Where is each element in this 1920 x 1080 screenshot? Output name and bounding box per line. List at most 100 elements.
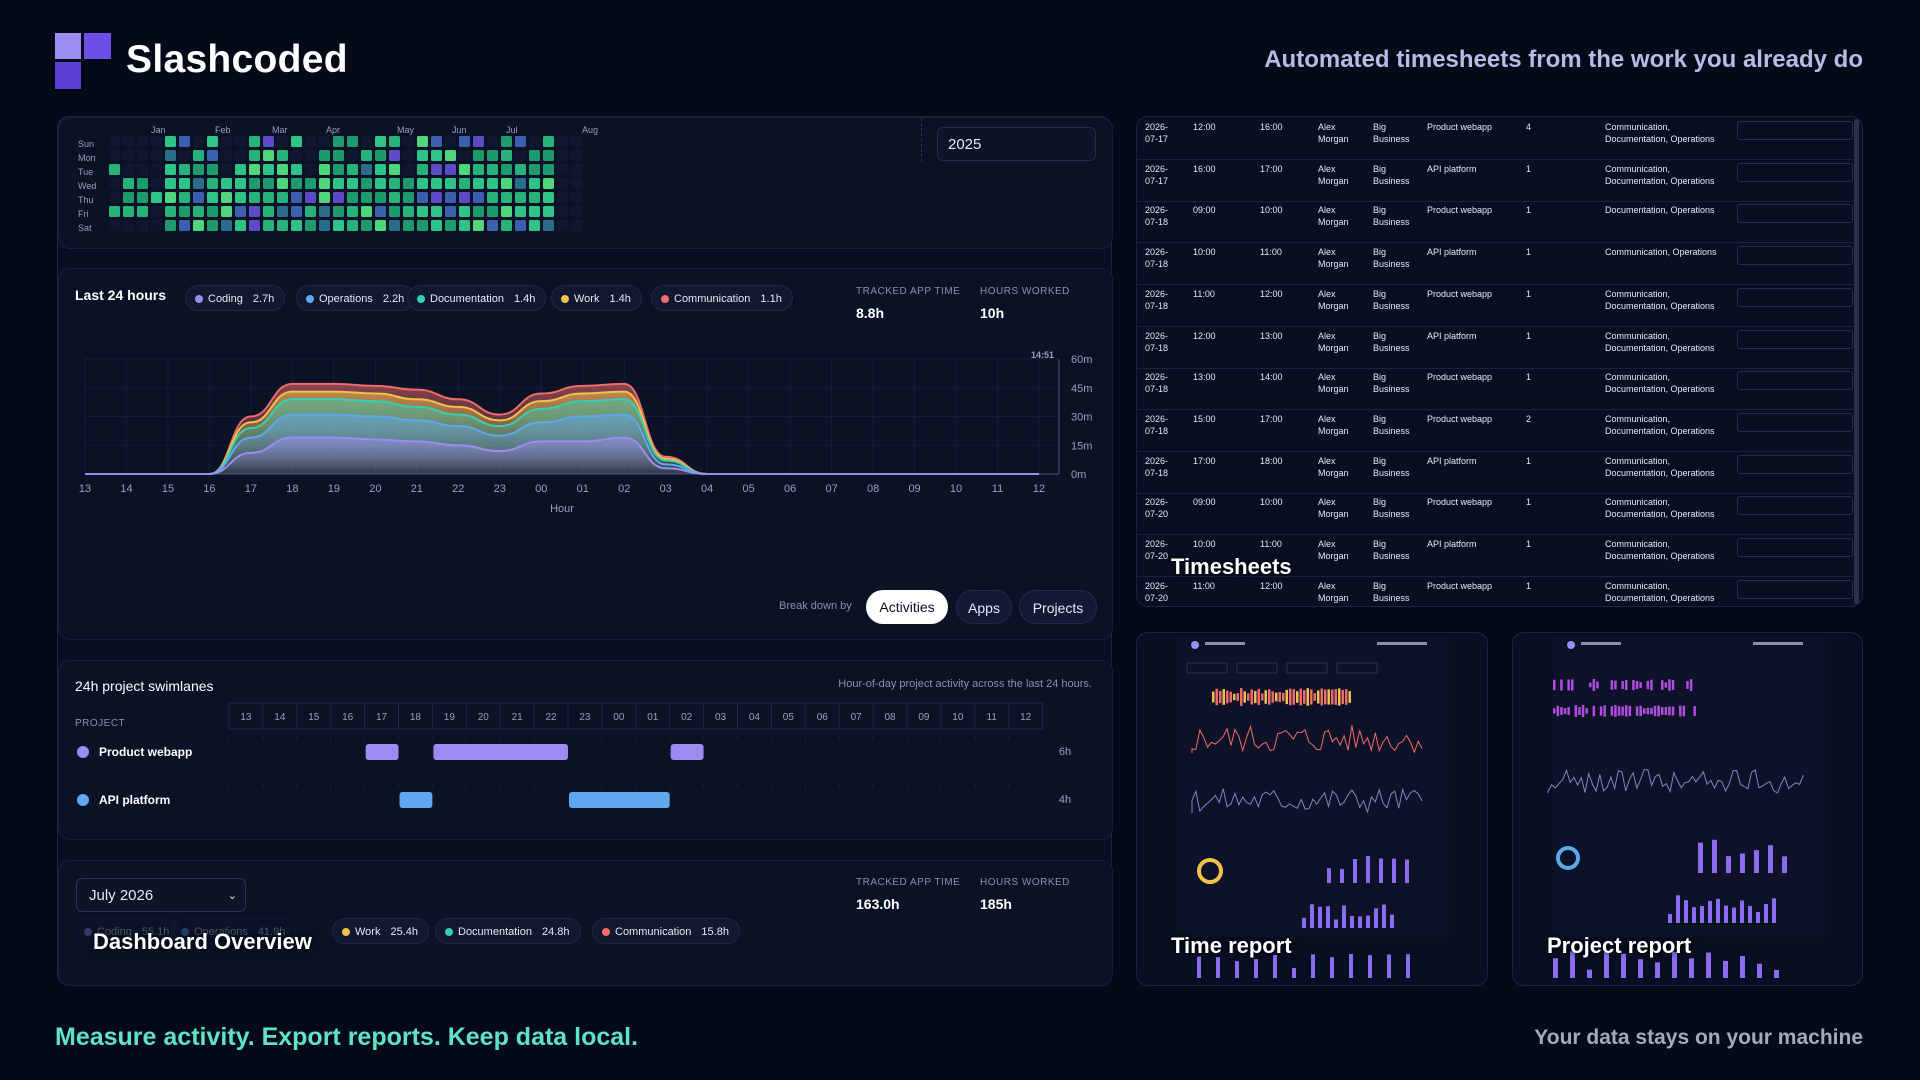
- activity-chip-operations[interactable]: Operations 2.2h: [296, 285, 416, 311]
- breakdown-projects-button[interactable]: Projects: [1019, 590, 1097, 624]
- timesheet-note-input[interactable]: [1737, 204, 1853, 224]
- lane-color-icon: [77, 746, 89, 758]
- operations-dot-icon: [181, 928, 189, 936]
- timesheet-row[interactable]: 2026-07-20 09:00 10:00 Alex Morgan Big Busin…: [1137, 492, 1857, 536]
- report-heat-bar: [1585, 708, 1588, 714]
- heatmap-cell: [165, 220, 176, 231]
- lane-segment[interactable]: [399, 792, 433, 808]
- timesheet-row[interactable]: 2026-07-18 11:00 12:00 Alex Morgan Big Busin…: [1137, 284, 1857, 327]
- timesheet-end: 13:00: [1260, 330, 1283, 341]
- timesheet-note-input[interactable]: [1737, 329, 1853, 349]
- timesheet-row[interactable]: 2026-07-20 10:00 11:00 Alex Morgan Big Busin…: [1137, 534, 1857, 577]
- timesheet-note-input[interactable]: [1737, 496, 1853, 516]
- report-heat-bar: [1614, 705, 1617, 717]
- timesheet-client: Big Business: [1373, 247, 1410, 270]
- heatmap-cell: [501, 206, 512, 217]
- report-bar: [1700, 905, 1704, 923]
- heatmap-cell: [557, 150, 568, 161]
- activity-chip-communication[interactable]: Communication 1.1h: [651, 285, 793, 311]
- timesheet-note-input[interactable]: [1737, 538, 1853, 557]
- activity-area-chart: 0m 15m 30m 45m 60m 14:51 13 14 15 16 17 18 19 20 21 22 2…: [79, 350, 1093, 515]
- timesheet-note-input[interactable]: [1737, 412, 1853, 432]
- timesheet-note-input[interactable]: [1737, 579, 1853, 599]
- heatmap-cell: [319, 206, 330, 217]
- breakdown-activities-button[interactable]: Activities: [866, 590, 948, 624]
- timesheet-date: 2026-07-18: [1145, 413, 1169, 436]
- heatmap-cell: [165, 178, 176, 189]
- activity-chip-documentation[interactable]: Documentation 1.4h: [407, 285, 547, 311]
- timesheet-note-input[interactable]: [1737, 454, 1853, 474]
- heatmap-cell: [207, 150, 218, 161]
- monthly-worked-label: HOURS WORKED: [980, 877, 1070, 888]
- timesheet-row[interactable]: 2026-07-18 09:00 10:00 Alex Morgan Big Busin…: [1137, 200, 1857, 244]
- report-bar: [1382, 904, 1386, 928]
- heatmap-cell: [571, 178, 582, 189]
- year-select[interactable]: 2025: [937, 127, 1096, 161]
- timesheet-client: Big Business: [1373, 122, 1410, 144]
- report-stat-box: [1186, 662, 1228, 674]
- heatmap-cell: [431, 206, 442, 217]
- timesheet-row[interactable]: 2026-07-18 12:00 13:00 Alex Morgan Big Busin…: [1137, 326, 1857, 369]
- timesheets-scrollbar[interactable]: [1854, 119, 1859, 604]
- timesheet-client: Big Business: [1373, 163, 1410, 186]
- timesheet-row[interactable]: 2026-07-17 16:00 17:00 Alex Morgan Big Busin…: [1137, 159, 1857, 202]
- timesheet-row[interactable]: 2026-07-18 13:00 14:00 Alex Morgan Big Busin…: [1137, 367, 1857, 411]
- heatmap-cell: [417, 206, 428, 217]
- report-heat-bar: [1661, 707, 1664, 715]
- timesheet-date: 2026-07-20: [1145, 497, 1169, 520]
- work-dot-icon: [561, 295, 569, 303]
- timesheet-note-input[interactable]: [1737, 121, 1853, 140]
- heatmap-cell: [501, 136, 512, 147]
- timesheet-end: 17:00: [1260, 163, 1283, 174]
- heatmap-cell: [319, 178, 330, 189]
- timesheet-project: API platform: [1427, 247, 1477, 258]
- lane-segment[interactable]: [433, 744, 568, 760]
- monthly-chip-value: 15.8h: [701, 926, 729, 938]
- report-bar: [1254, 959, 1258, 978]
- report-heat-bar: [1574, 705, 1578, 717]
- heatmap-cell: [151, 220, 162, 231]
- timesheet-note-input[interactable]: [1737, 287, 1853, 307]
- timesheet-note-input[interactable]: [1737, 246, 1853, 266]
- monthly-chip-coding[interactable]: Coding 55.1h: [74, 918, 181, 944]
- timesheet-row[interactable]: 2026-07-17 12:00 16:00 Alex Morgan Big Busin…: [1137, 117, 1857, 160]
- report-bar: [1764, 903, 1768, 923]
- x-tick-label: 05: [743, 483, 755, 495]
- timesheet-project: Product webapp: [1427, 413, 1493, 424]
- report-bar: [1698, 842, 1703, 873]
- timesheet-row[interactable]: 2026-07-18 15:00 17:00 Alex Morgan Big Busin…: [1137, 409, 1857, 452]
- lane-segment[interactable]: [670, 744, 704, 760]
- heatmap-cell: [123, 150, 134, 161]
- activity-chip-work[interactable]: Work 1.4h: [551, 285, 642, 311]
- hour-label: 06: [817, 712, 829, 723]
- report-heat-bar: [1625, 705, 1628, 717]
- timesheet-note-input[interactable]: [1737, 162, 1853, 182]
- timesheet-user: Alex Morgan: [1318, 580, 1349, 603]
- report-heat-bar: [1257, 688, 1260, 706]
- tagline: Automated timesheets from the work you a…: [1264, 46, 1863, 73]
- heatmap-cell: [557, 220, 568, 231]
- month-select[interactable]: July 2026 ⌄: [76, 878, 246, 912]
- coding-dot-icon: [84, 928, 92, 936]
- report-bar: [1366, 856, 1370, 883]
- lane-segment[interactable]: [569, 792, 670, 808]
- timesheet-row[interactable]: 2026-07-18 10:00 11:00 Alex Morgan Big Busin…: [1137, 242, 1857, 286]
- timesheet-start: 13:00: [1193, 372, 1216, 383]
- timesheet-count: 4: [1526, 122, 1532, 132]
- timesheet-row[interactable]: 2026-07-20 11:00 12:00 Alex Morgan Big Busin…: [1137, 576, 1857, 606]
- timesheet-note-input[interactable]: [1737, 371, 1853, 391]
- monthly-chip-documentation[interactable]: Documentation 24.8h: [435, 918, 581, 944]
- heatmap-cell: [165, 150, 176, 161]
- breakdown-apps-button[interactable]: Apps: [956, 590, 1012, 624]
- activity-chip-coding[interactable]: Coding 2.7h: [185, 285, 286, 311]
- report-bar: [1358, 916, 1362, 928]
- timesheet-row[interactable]: 2026-07-18 17:00 18:00 Alex Morgan Big Busin…: [1137, 451, 1857, 494]
- timesheet-project: API platform: [1427, 455, 1477, 466]
- heatmap-cell: [417, 164, 428, 175]
- monthly-chip-operations[interactable]: Operations 41.9h: [171, 918, 297, 944]
- monthly-chip-communication[interactable]: Communication 15.8h: [592, 918, 740, 944]
- lane-segment[interactable]: [365, 744, 399, 760]
- monthly-chip-work[interactable]: Work 25.4h: [332, 918, 429, 944]
- heatmap-cell: [249, 206, 260, 217]
- dashboard-overview-caption: Dashboard Overview: [93, 929, 312, 954]
